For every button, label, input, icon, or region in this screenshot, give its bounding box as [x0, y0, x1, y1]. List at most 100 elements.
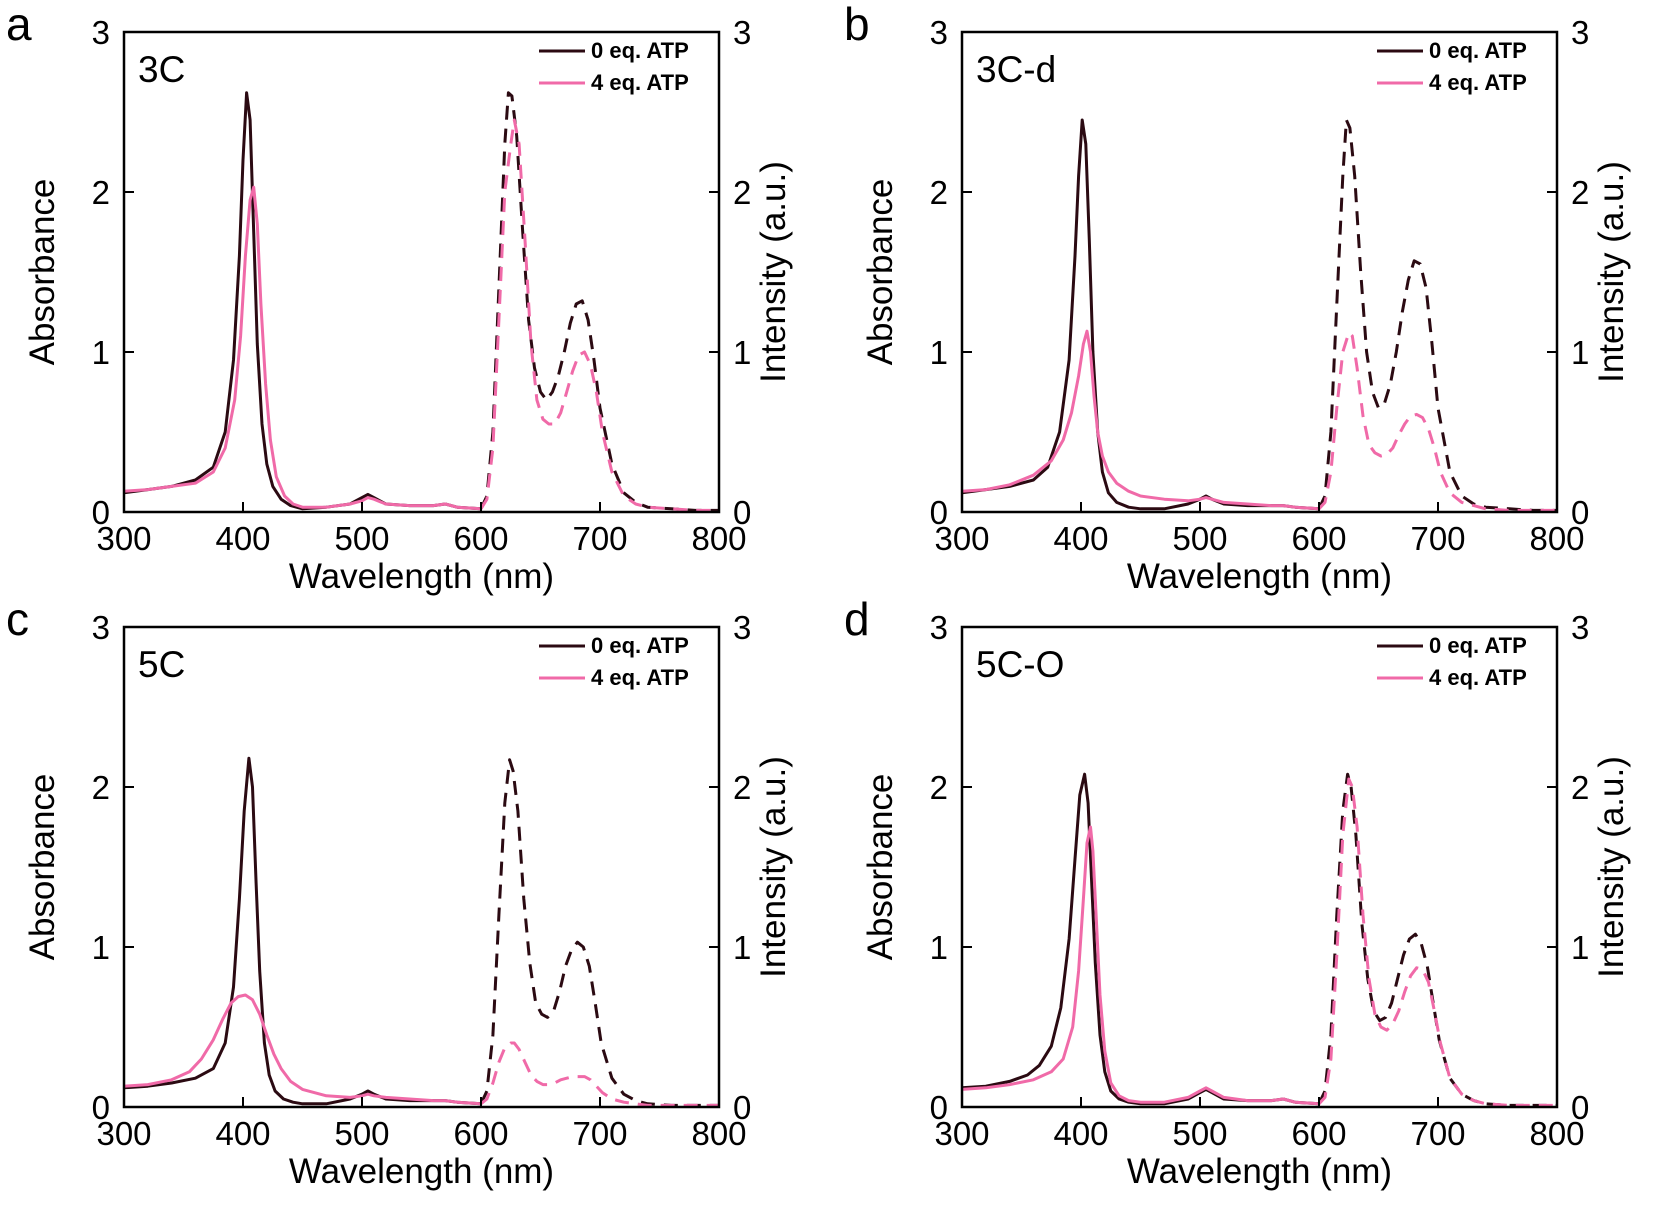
- x-tick-label: 800: [1529, 1115, 1584, 1152]
- x-tick-label: 500: [1172, 520, 1227, 557]
- y-axis-title: Absorbance: [23, 774, 62, 961]
- x-tick-label: 800: [691, 1115, 746, 1152]
- x-tick-label: 300: [934, 1115, 989, 1152]
- y2-tick-label: 3: [1571, 609, 1589, 646]
- legend-label: 4 eq. ATP: [591, 665, 689, 690]
- plot-frame: [122, 625, 721, 1109]
- x-tick-label: 800: [691, 520, 746, 557]
- legend-label: 0 eq. ATP: [591, 38, 689, 63]
- y2-tick-label: 1: [1571, 929, 1589, 966]
- x-tick-label: 600: [453, 520, 508, 557]
- series-emission-4eq-line: [479, 118, 719, 512]
- x-axis-title: Wavelength (nm): [1127, 557, 1392, 596]
- sample-label: 3C: [138, 49, 185, 90]
- y-tick-label: 3: [92, 14, 110, 51]
- series-emission-0eq-line: [1317, 118, 1557, 512]
- y2-tick-label: 0: [1571, 494, 1589, 531]
- y-tick-label: 2: [92, 174, 110, 211]
- y2-tick-label: 3: [733, 14, 751, 51]
- x-tick-label: 400: [1053, 520, 1108, 557]
- y2-tick-label: 0: [1571, 1089, 1589, 1126]
- x-tick-label: 700: [572, 1115, 627, 1152]
- y2-tick-label: 1: [733, 929, 751, 966]
- x-axis-title: Wavelength (nm): [289, 1152, 554, 1191]
- x-tick-label: 500: [334, 520, 389, 557]
- y2-tick-label: 2: [733, 174, 751, 211]
- y2-tick-label: 3: [733, 609, 751, 646]
- series-emission-0eq-line: [479, 758, 719, 1107]
- y-tick-label: 3: [930, 14, 948, 51]
- x-tick-label: 700: [572, 520, 627, 557]
- series-absorbance-4eq-line: [123, 993, 482, 1106]
- y-tick-label: 1: [930, 334, 948, 371]
- x-tick-label: 500: [1172, 1115, 1227, 1152]
- legend-label: 4 eq. ATP: [591, 70, 689, 95]
- x-tick-label: 700: [1410, 1115, 1465, 1152]
- x-axis-title: Wavelength (nm): [1127, 1152, 1392, 1191]
- y-tick-label: 0: [930, 1089, 948, 1126]
- series-absorbance-0eq-line: [123, 91, 482, 511]
- legend-label: 0 eq. ATP: [1429, 38, 1527, 63]
- plot-frame: [122, 30, 721, 514]
- x-tick-label: 400: [215, 520, 270, 557]
- y2-tick-label: 1: [1571, 334, 1589, 371]
- panel-letter: a: [6, 0, 32, 50]
- y2-tick-label: 2: [733, 769, 751, 806]
- series-emission-4eq-line: [1317, 331, 1557, 512]
- legend-label: 4 eq. ATP: [1429, 665, 1527, 690]
- legend-label: 4 eq. ATP: [1429, 70, 1527, 95]
- sample-label: 3C-d: [976, 49, 1056, 90]
- x-tick-label: 600: [453, 1115, 508, 1152]
- panel-letter: c: [6, 593, 29, 645]
- series-emission-0eq-line: [1317, 772, 1557, 1107]
- x-tick-label: 300: [96, 1115, 151, 1152]
- y-tick-label: 3: [92, 609, 110, 646]
- y-tick-label: 3: [930, 609, 948, 646]
- series-absorbance-0eq-line: [961, 772, 1320, 1106]
- y-axis-title: Absorbance: [23, 179, 62, 366]
- y2-tick-label: 1: [733, 334, 751, 371]
- series-emission-0eq-line: [479, 91, 719, 512]
- y-axis-title: Absorbance: [861, 179, 900, 366]
- y-tick-label: 0: [930, 494, 948, 531]
- plot-frame: [960, 30, 1559, 514]
- y-tick-label: 2: [930, 769, 948, 806]
- y-axis-title: Absorbance: [861, 774, 900, 961]
- x-tick-label: 400: [215, 1115, 270, 1152]
- legend-label: 0 eq. ATP: [591, 633, 689, 658]
- panel-letter: d: [844, 593, 870, 645]
- y2-axis-title: Intensity (a.u.): [1592, 756, 1631, 978]
- y-tick-label: 2: [930, 174, 948, 211]
- y-tick-label: 1: [92, 334, 110, 371]
- series-absorbance-4eq-line: [961, 825, 1320, 1106]
- y-tick-label: 1: [92, 929, 110, 966]
- y-tick-label: 0: [92, 1089, 110, 1126]
- series-emission-4eq-line: [480, 1041, 719, 1107]
- series-absorbance-0eq-line: [961, 118, 1320, 511]
- y-tick-label: 0: [92, 494, 110, 531]
- x-tick-label: 700: [1410, 520, 1465, 557]
- x-tick-label: 400: [1053, 1115, 1108, 1152]
- sample-label: 5C: [138, 644, 185, 685]
- x-tick-label: 500: [334, 1115, 389, 1152]
- y2-tick-label: 3: [1571, 14, 1589, 51]
- x-axis-title: Wavelength (nm): [289, 557, 554, 596]
- legend-label: 0 eq. ATP: [1429, 633, 1527, 658]
- panel-letter: b: [844, 0, 870, 50]
- series-absorbance-4eq-line: [961, 329, 1320, 511]
- y-tick-label: 2: [92, 769, 110, 806]
- x-tick-label: 600: [1291, 1115, 1346, 1152]
- sample-label: 5C-O: [976, 644, 1064, 685]
- x-tick-label: 800: [1529, 520, 1584, 557]
- y2-axis-title: Intensity (a.u.): [1592, 161, 1631, 383]
- y2-tick-label: 0: [733, 494, 751, 531]
- x-tick-label: 600: [1291, 520, 1346, 557]
- series-absorbance-4eq-line: [123, 185, 482, 511]
- y2-tick-label: 2: [1571, 174, 1589, 211]
- x-tick-label: 300: [96, 520, 151, 557]
